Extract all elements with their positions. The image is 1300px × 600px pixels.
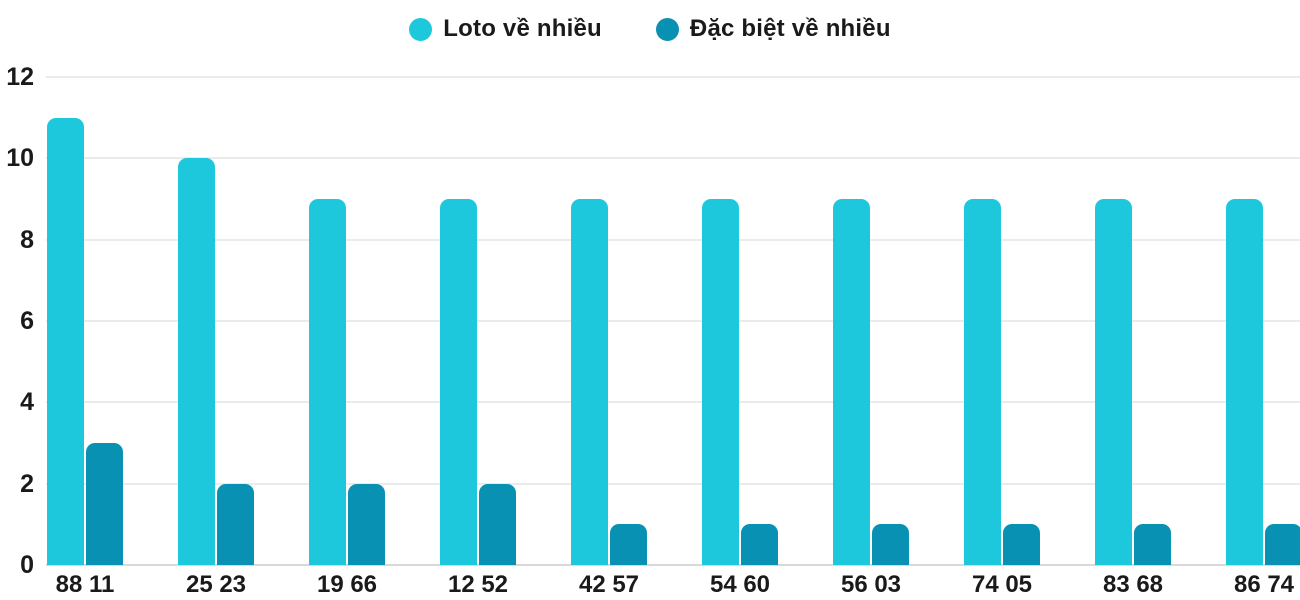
- gridline: [46, 482, 1300, 485]
- bar-group: [833, 76, 909, 565]
- chart-legend: Loto về nhiều Đặc biệt về nhiều: [0, 12, 1300, 46]
- legend-item-label: Loto về nhiều: [443, 15, 602, 42]
- y-tick-label: 0: [20, 551, 34, 579]
- loto-bar: [1226, 199, 1263, 565]
- y-tick-label: 2: [20, 469, 34, 498]
- x-axis-label: 83 68: [1102, 571, 1164, 598]
- legend-item-label: Đặc biệt về nhiều: [689, 15, 891, 42]
- dacbiet-bar: [741, 524, 778, 565]
- dacbiet-bar: [872, 524, 909, 565]
- legend-item-0[interactable]: Loto về nhiều: [409, 15, 602, 43]
- loto-bar: [47, 118, 84, 565]
- x-axis-label: 74 05: [971, 571, 1033, 598]
- y-tick-label: 8: [20, 225, 34, 254]
- x-axis-label: 19 66: [316, 571, 378, 598]
- bar-group: [309, 76, 385, 565]
- dacbiet-bar: [1003, 524, 1040, 565]
- dacbiet-bar: [1134, 524, 1171, 565]
- bar-group: [964, 76, 1040, 565]
- loto-bar: [440, 199, 477, 565]
- loto-bar: [178, 158, 215, 565]
- bar-group: [440, 76, 516, 565]
- dacbiet-bar: [86, 443, 123, 565]
- x-axis-line: [46, 564, 1300, 566]
- bar-group: [47, 76, 123, 565]
- x-axis-label: 54 60: [709, 571, 771, 598]
- gridline: [46, 238, 1300, 241]
- bar-group: [1095, 76, 1171, 565]
- gridline: [46, 401, 1300, 404]
- bar-group: [178, 76, 254, 565]
- loto-bar: [1095, 199, 1132, 565]
- bar-group: [702, 76, 778, 565]
- y-tick-label: 4: [20, 388, 34, 417]
- bar-group: [571, 76, 647, 565]
- loto-bar: [309, 199, 346, 565]
- x-axis-label: 56 03: [840, 571, 902, 598]
- dacbiet-bar: [1265, 524, 1300, 565]
- y-tick-label: 12: [6, 62, 34, 91]
- legend-item-1[interactable]: Đặc biệt về nhiều: [655, 15, 891, 43]
- x-axis-label: 42 57: [578, 571, 640, 598]
- y-tick-label: 6: [20, 306, 34, 335]
- dacbiet-bar: [348, 484, 385, 565]
- legend-dot-icon: [655, 17, 679, 41]
- legend-dot-icon: [409, 17, 433, 41]
- gridline: [46, 319, 1300, 322]
- x-axis-label: 25 23: [185, 571, 247, 598]
- dacbiet-bar: [479, 484, 516, 565]
- gridline: [46, 157, 1300, 160]
- loto-bar: [571, 199, 608, 565]
- loto-bar: [702, 199, 739, 565]
- loto-bar: [964, 199, 1001, 565]
- bar-group: [1226, 76, 1300, 565]
- dacbiet-bar: [610, 524, 647, 565]
- x-axis-label: 88 11: [55, 571, 115, 598]
- gridline: [46, 75, 1300, 78]
- x-axis-label: 86 74: [1233, 571, 1295, 598]
- dacbiet-bar: [217, 484, 254, 565]
- x-axis-label: 12 52: [447, 571, 509, 598]
- y-tick-label: 10: [6, 144, 34, 173]
- loto-bar: [833, 199, 870, 565]
